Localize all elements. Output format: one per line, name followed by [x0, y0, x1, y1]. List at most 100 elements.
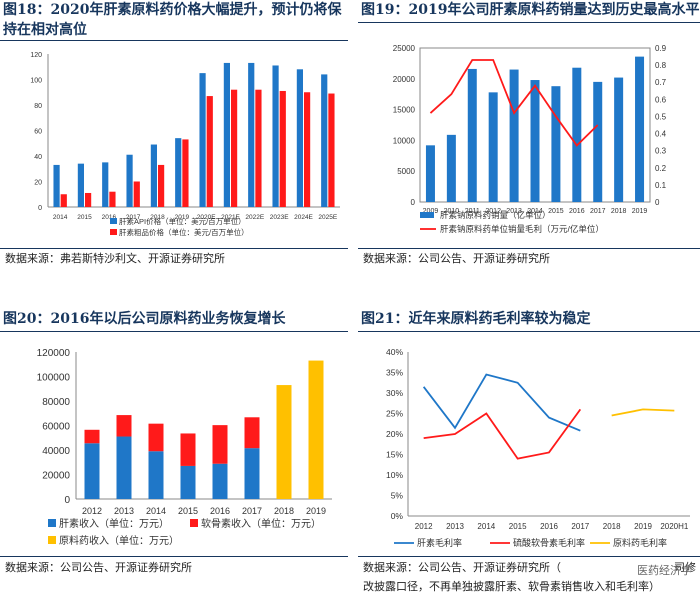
legend-label: 软骨素收入（单位：万元）: [201, 517, 321, 530]
x-tick-label: 2019: [634, 522, 652, 531]
x-tick-label: 2020E: [197, 214, 216, 221]
y-tick-label: 15000: [393, 106, 416, 115]
y-tick-label: 40000: [42, 446, 70, 457]
bar-heparin-2014: [148, 451, 164, 499]
y-tick-label: 5000: [397, 167, 415, 176]
bar-heparin-2017: [244, 448, 260, 499]
bar-heparin-2013: [116, 436, 132, 499]
y2-tick-label: 0.2: [655, 164, 667, 173]
bar-sales-2012: [488, 92, 498, 202]
legend-label: 硫酸软骨素毛利率: [513, 537, 585, 548]
y-tick-label: 60000: [42, 422, 70, 433]
y-tick-label: 80: [34, 103, 42, 110]
bar-chondroitin-2017: [244, 417, 260, 449]
y-tick-label: 0: [38, 205, 42, 212]
x-tick-label: 2016: [210, 506, 230, 516]
x-tick-label: 2016: [569, 208, 585, 215]
y-tick-label: 25000: [393, 44, 416, 53]
y-tick-label: 30%: [386, 388, 403, 398]
bar-crude-2015: [85, 192, 92, 207]
chart-fig19: 0 5000 10000 15000 20000 25000 0 0.1 0.2 0.3 0.4 0.…: [393, 44, 667, 234]
y-tick-label: 15%: [386, 450, 403, 460]
bar-sales-2017: [593, 81, 603, 202]
chart-fig18: 0 20 40 60 80 100 120 2014 2015 2016 2017 2018 2019 2…: [30, 52, 340, 237]
y2-tick-label: 0.5: [655, 112, 667, 121]
bar-crude-2016: [109, 191, 116, 207]
x-tick-label: 2021E: [221, 214, 240, 221]
legend-swatch: [190, 519, 198, 527]
bar-sales-2018: [614, 77, 624, 202]
y2-tick-label: 0.4: [655, 130, 667, 139]
x-tick-label: 2019: [632, 208, 648, 215]
x-tick-label: 2018: [274, 506, 294, 516]
x-tick-label: 2012: [415, 522, 433, 531]
x-tick-label: 2024E: [294, 214, 313, 221]
bar-crude-2023E: [279, 90, 286, 207]
fig20-source: 数据来源：公司公告、开源证券研究所: [5, 561, 192, 574]
fig19-title: 图19：2019年公司肝素原料药销量达到历史最高水平: [358, 0, 700, 23]
bar-api-2022E: [248, 62, 255, 207]
bar-heparin-2012: [84, 443, 100, 499]
fig18-source: 数据来源：弗若斯特沙利文、开源证券研究所: [5, 252, 225, 265]
bar-api-2015: [77, 163, 84, 207]
x-tick-label: 2014: [146, 506, 166, 516]
bar-crude-2025E: [328, 93, 335, 207]
bar-crude-2014: [60, 194, 67, 207]
y-tick-label: 20000: [42, 471, 70, 482]
x-tick-label: 2022E: [245, 214, 264, 221]
fig21-source-cont: 改披露口径，不再单独披露肝素、软骨素销售收入和毛利率）: [363, 580, 660, 593]
x-tick-label: 2013: [506, 208, 522, 215]
x-tick-label: 2015: [77, 214, 92, 221]
legend-swatch: [48, 536, 56, 544]
bar-api-2016: [102, 162, 109, 207]
x-tick-label: 2012: [82, 506, 102, 516]
line-unit-margin: [429, 59, 599, 147]
x-tick-label: 2018: [603, 522, 621, 531]
bar-chondroitin-2016: [212, 425, 228, 464]
bar-crude-2019: [182, 139, 189, 207]
fig21-source: 数据来源：公司公告、开源证券研究所（: [363, 561, 561, 574]
fig18-title: 图18：2020年肝素原料药价格大幅提升，预计仍将保持在相对高位: [0, 0, 348, 41]
x-tick-label: 2013: [114, 506, 134, 516]
x-tick-label: 2016: [102, 214, 117, 221]
y-tick-label: 100000: [37, 373, 71, 384]
x-tick-label: 2025E: [318, 214, 337, 221]
fig21-title: 图21：近年来原料药毛利率较为稳定: [358, 309, 700, 332]
bar-api-2025E: [321, 74, 328, 208]
bar-api-2019: [175, 138, 182, 207]
bar-api-2014: [53, 164, 60, 207]
legend-label: 肝素钠原料药单位销量毛利（万元/亿单位）: [440, 224, 604, 234]
x-tick-label: 2017: [590, 208, 606, 215]
bar-api-2024E: [296, 69, 303, 207]
bar-sales-2019: [635, 56, 645, 203]
bar-crude-2024E: [304, 92, 311, 207]
legend-label: 原料药收入（单位：万元）: [59, 534, 179, 547]
y-tick-label: 60: [34, 129, 42, 136]
y-tick-label: 20000: [393, 75, 416, 84]
chart-fig21: 0% 5% 10% 15% 20% 25% 30% 35% 40% 2012 2013 2014 201…: [386, 347, 690, 548]
x-tick-label: 2015: [548, 208, 564, 215]
bar-api-2021E: [223, 62, 230, 207]
legend-label: 肝素钠原料药销量（亿单位）: [440, 210, 551, 220]
y2-tick-label: 0.1: [655, 181, 667, 190]
bar-crude-2021E: [231, 89, 238, 207]
x-tick-label: 2023E: [270, 214, 289, 221]
bar-crude-2017: [133, 181, 140, 207]
x-tick-label: 2009: [423, 208, 439, 215]
y-tick-label: 20: [34, 180, 42, 187]
bar-api-2023E: [272, 65, 279, 207]
y2-tick-label: 0.8: [655, 61, 667, 70]
bar-crude-2020E: [206, 96, 213, 207]
watermark: 医药经济学: [637, 565, 692, 577]
y-tick-label: 10%: [386, 470, 403, 480]
line-api-margin: [611, 408, 675, 417]
fig21-source-tail: 司修: [674, 561, 696, 574]
line-chondroitin-margin: [423, 408, 582, 460]
y-tick-label: 0: [411, 198, 416, 207]
chart-fig20: 0 20000 40000 60000 80000 100000 120000 2012 201…: [37, 348, 332, 547]
legend-swatch: [420, 212, 434, 218]
legend-label: 肝素毛利率: [417, 537, 462, 548]
x-tick-label: 2019: [175, 214, 190, 221]
line-heparin-margin: [422, 373, 581, 432]
panel-fig21: 图21：近年来原料药毛利率较为稳定 0% 5% 10% 15% 20% 25% 30% 35%…: [358, 309, 700, 598]
